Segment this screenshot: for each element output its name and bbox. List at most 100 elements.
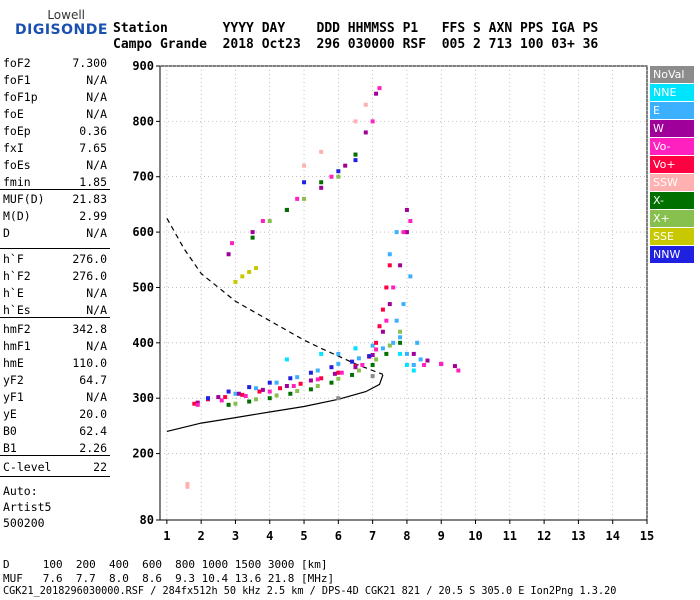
param-value: 7.300	[72, 56, 107, 70]
logo-line2: DIGISONDE	[15, 22, 108, 38]
param-row: hmF2 342.8	[3, 322, 107, 338]
echo-point	[254, 397, 259, 402]
echo-point	[363, 130, 368, 135]
echo-point	[367, 354, 372, 359]
echo-point	[315, 368, 320, 373]
param-name: C-level	[3, 460, 52, 474]
echo-point	[401, 230, 406, 235]
echo-point	[329, 380, 334, 385]
param-value: 22	[93, 460, 107, 474]
echo-point	[319, 149, 324, 154]
param-name: fmin	[3, 175, 31, 189]
x-tick-label: 14	[605, 529, 619, 543]
param-name: h`E	[3, 286, 24, 300]
x-tick-label: 5	[300, 529, 307, 543]
param-name: MUF(D)	[3, 192, 45, 206]
echo-point	[267, 380, 272, 385]
x-tick-label: 8	[403, 529, 410, 543]
param-value: N/A	[86, 303, 107, 317]
echo-point	[370, 343, 375, 348]
echo-point	[377, 86, 382, 91]
echo-point	[226, 252, 231, 257]
echo-point	[356, 368, 361, 373]
param-value: 2.99	[79, 209, 107, 223]
x-tick-label: 6	[335, 529, 342, 543]
param-row: yF1 N/A	[3, 390, 107, 406]
param-value: 342.8	[72, 322, 107, 336]
param-row: yE 20.0	[3, 407, 107, 423]
footer-file-info: CGK21_2018296030000.RSF / 284fx512h 50 k…	[3, 586, 617, 597]
param-row: yF2 64.7	[3, 373, 107, 389]
legend-item-vo-: Vo+	[650, 156, 694, 173]
echo-point	[295, 388, 300, 393]
echo-point	[257, 389, 262, 394]
legend-item-sse: SSE	[650, 228, 694, 245]
echo-point	[353, 346, 358, 351]
echo-point	[380, 346, 385, 351]
param-row: B0 62.4	[3, 424, 107, 440]
y-tick-label: 80	[140, 513, 154, 527]
legend-item-noval: NoVal	[650, 66, 694, 83]
param-value: 1.85	[79, 175, 107, 189]
y-tick-label: 200	[132, 447, 154, 461]
echo-point	[404, 362, 409, 367]
echo-point	[452, 364, 457, 369]
echo-point	[374, 91, 379, 96]
param-value: N/A	[86, 73, 107, 87]
param-name: foF1	[3, 73, 31, 87]
echo-point	[415, 340, 420, 345]
echo-point	[418, 357, 423, 362]
echo-point	[267, 396, 272, 401]
echo-point	[339, 370, 344, 375]
echo-point	[315, 377, 320, 382]
echo-point	[288, 376, 293, 381]
echo-point	[377, 324, 382, 329]
echo-point	[291, 384, 296, 389]
y-tick-label: 900	[132, 59, 154, 73]
echo-point	[384, 318, 389, 323]
echo-point	[308, 387, 313, 392]
plot-frame	[159, 65, 648, 521]
legend-item-e: E	[650, 102, 694, 119]
panel-separator	[0, 455, 110, 456]
echo-point	[250, 235, 255, 240]
header-row2: Campo Grande 2018 Oct23 296 030000 RSF 0…	[113, 37, 599, 52]
param-row: h`E N/A	[3, 286, 107, 302]
echo-point	[394, 230, 399, 235]
echo-point	[267, 219, 272, 224]
param-name: hmF2	[3, 322, 31, 336]
x-tick-label: 4	[266, 529, 273, 543]
echo-point	[336, 351, 341, 356]
echo-point	[391, 340, 396, 345]
param-row: C-level 22	[3, 460, 107, 476]
param-value: 276.0	[72, 252, 107, 266]
echo-point	[308, 378, 313, 383]
echo-point	[356, 356, 361, 361]
echo-point	[425, 358, 430, 363]
solid-profile-curve	[166, 374, 384, 432]
param-name: foEp	[3, 124, 31, 138]
param-row: foE N/A	[3, 107, 107, 123]
param-name: h`F	[3, 252, 24, 266]
param-value: 62.4	[79, 424, 107, 438]
legend-item-w: W	[650, 120, 694, 137]
x-tick-label: 12	[537, 529, 551, 543]
x-tick-label: 1	[163, 529, 170, 543]
echo-point	[370, 119, 375, 124]
digisonde-logo: Lowell DIGISONDE	[5, 8, 108, 48]
param-value: N/A	[86, 226, 107, 240]
param-value: N/A	[86, 158, 107, 172]
echo-point	[384, 351, 389, 356]
auto-code: 500200	[3, 516, 45, 530]
footer-distance-row: D 100 200 400 600 800 1000 1500 3000 [km…	[3, 558, 328, 571]
echo-point	[391, 285, 396, 290]
x-tick-label: 11	[503, 529, 517, 543]
param-name: M(D)	[3, 209, 31, 223]
echo-point	[216, 395, 221, 400]
echo-point	[236, 391, 241, 396]
echo-point	[374, 347, 379, 352]
echo-point	[422, 362, 427, 367]
echo-point	[319, 351, 324, 356]
echo-point	[219, 398, 224, 403]
logo-line1: Lowell	[47, 8, 85, 22]
